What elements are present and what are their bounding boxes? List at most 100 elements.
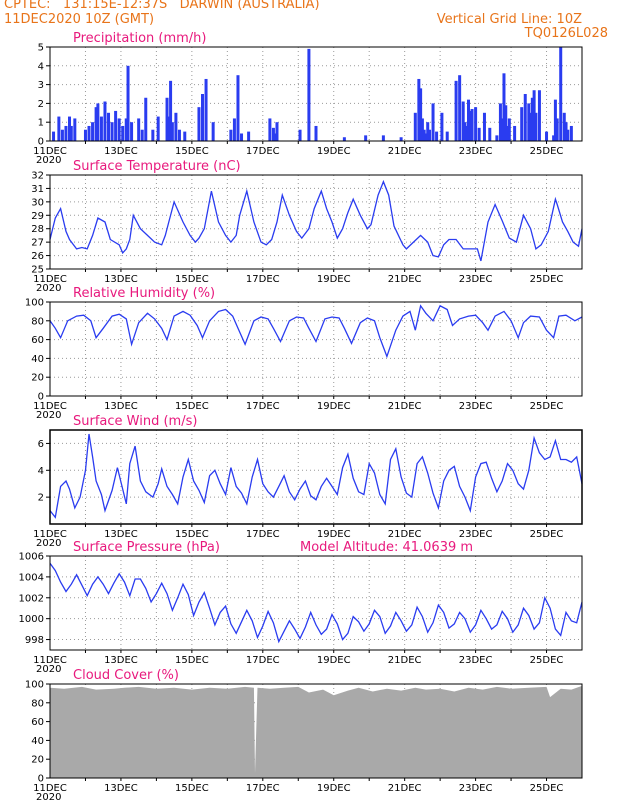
panel-title: Relative Humidity (%)	[73, 286, 215, 301]
x-tick-label: 13DEC	[104, 274, 138, 285]
precip-bar	[232, 118, 236, 141]
y-tick-label: 31	[31, 184, 44, 195]
precip-bar	[435, 131, 439, 141]
panel-title: Surface Pressure (hPa)	[73, 540, 220, 555]
precip-bar	[130, 122, 134, 141]
precip-bar	[417, 78, 421, 141]
precip-bar	[562, 112, 566, 141]
precip-bar	[83, 129, 87, 141]
header-init-time: 11DEC2020 10Z (GMT)	[4, 12, 155, 27]
precip-bar	[468, 110, 472, 141]
x-tick-label: 11DEC	[33, 529, 67, 540]
x-tick-label: 21DEC	[388, 146, 422, 157]
precip-bar	[240, 133, 244, 141]
precip-bar	[52, 131, 56, 141]
x-tick-label: 19DEC	[317, 783, 351, 794]
precip-bar	[495, 135, 499, 141]
y-tick-label: 0	[38, 392, 44, 403]
precip-bar	[500, 118, 504, 141]
precip-bar	[529, 112, 533, 141]
precip-bar	[60, 129, 64, 141]
x-tick-label: 25DEC	[530, 529, 564, 540]
x-tick-label: 23DEC	[459, 655, 493, 666]
x-tick-label: 17DEC	[246, 529, 280, 540]
precip-bar	[275, 122, 279, 141]
header-model-id: TQ0126L028	[524, 26, 608, 41]
precip-bar	[307, 48, 311, 141]
precip-bar	[424, 133, 428, 141]
precip-bar	[458, 75, 462, 141]
precip-bar	[530, 97, 534, 141]
x-tick-label: 21DEC	[388, 783, 422, 794]
precip-bar	[68, 116, 72, 141]
precip-bar	[170, 122, 174, 141]
precip-bar	[454, 80, 458, 141]
precip-bar	[445, 131, 449, 141]
x-tick-label: 25DEC	[530, 655, 564, 666]
x-tick-label: 13DEC	[104, 655, 138, 666]
y-tick-label: 30	[31, 197, 44, 208]
precip-bar	[413, 112, 417, 141]
x-tick-label: 11DEC	[33, 274, 67, 285]
y-tick-label: 1004	[19, 572, 44, 583]
panel-annotation: Model Altitude: 41.0639 m	[300, 540, 473, 555]
precip-bar	[99, 116, 103, 141]
precip-bar	[247, 131, 251, 141]
y-tick-label: 3	[38, 80, 44, 91]
precip-bar	[422, 129, 426, 141]
y-tick-label: 40	[31, 736, 44, 747]
precip-bar	[498, 103, 502, 141]
precip-bar	[559, 47, 563, 141]
y-tick-label: 27	[31, 238, 44, 249]
precip-bar	[440, 112, 444, 141]
panel-frame	[49, 683, 583, 779]
x-tick-label: 21DEC	[388, 274, 422, 285]
year-label: 2020	[36, 664, 61, 675]
y-tick-label: 0	[38, 137, 44, 148]
x-tick-label: 25DEC	[530, 146, 564, 157]
x-tick-label: 17DEC	[246, 655, 280, 666]
panel-title: Precipitation (mm/h)	[73, 31, 206, 46]
precip-bar	[527, 103, 531, 141]
panel-3: 2 4 6 11DEC 13DEC 15DEC 17DEC 19DEC 21DEC 23DEC 25…	[33, 414, 583, 549]
precip-bar	[523, 94, 527, 141]
panel-frame	[49, 46, 583, 142]
precip-bar	[504, 105, 508, 141]
y-tick-label: 1	[38, 118, 44, 129]
precip-bar	[566, 129, 570, 141]
x-tick-label: 23DEC	[459, 401, 493, 412]
y-tick-label: 100	[25, 298, 44, 309]
precip-bar	[177, 129, 181, 141]
precip-bar	[117, 118, 121, 141]
precip-bar	[165, 97, 169, 141]
y-tick-label: 0	[38, 774, 44, 785]
x-tick-label: 11DEC	[33, 401, 67, 412]
series-line	[49, 304, 583, 359]
x-tick-label: 15DEC	[175, 655, 209, 666]
x-tick-label: 11DEC	[33, 783, 67, 794]
year-label: 2020	[36, 283, 61, 294]
x-tick-label: 19DEC	[317, 146, 351, 157]
precip-bar	[488, 127, 492, 141]
precip-bar	[57, 116, 61, 141]
header-grid-note: Vertical Grid Line: 10Z	[436, 12, 582, 27]
precip-bar	[532, 90, 536, 141]
y-tick-label: 1002	[19, 593, 44, 604]
precip-bar	[183, 131, 187, 141]
precip-bar	[513, 125, 517, 141]
precip-bar	[73, 118, 77, 141]
x-tick-label: 25DEC	[530, 401, 564, 412]
x-tick-label: 19DEC	[317, 401, 351, 412]
y-tick-label: 100	[25, 680, 44, 691]
y-tick-label: 998	[25, 635, 44, 646]
panel-4: 998 1000 1002 1004 1006 11DEC 13DEC 15DEC 17DEC 1…	[19, 540, 583, 675]
precip-bar	[201, 94, 205, 141]
panel-frame	[49, 555, 583, 651]
precip-bar	[103, 101, 107, 141]
precip-bar	[381, 135, 385, 141]
precip-bar	[64, 125, 68, 141]
precip-bar	[474, 107, 478, 141]
precip-bar	[140, 129, 144, 141]
precip-bar	[553, 99, 557, 141]
precip-bar	[94, 107, 98, 141]
